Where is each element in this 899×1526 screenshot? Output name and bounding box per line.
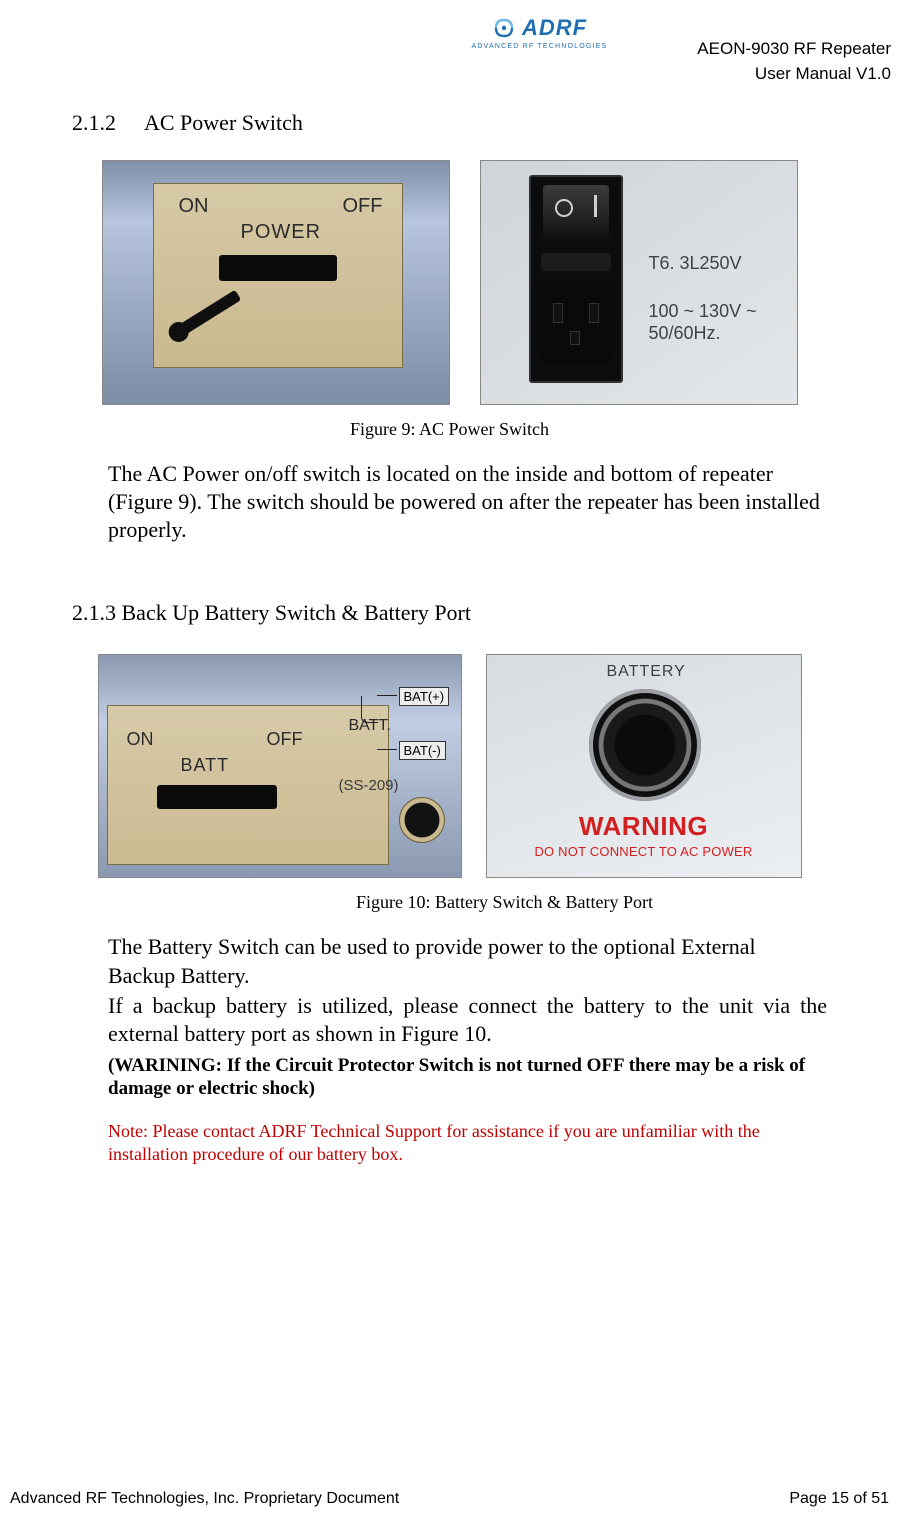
section-212-number: 2.1.2	[72, 110, 116, 136]
fig10-label-batt: BATT	[181, 755, 230, 776]
header-doc-title: AEON-9030 RF Repeater User Manual V1.0	[697, 37, 891, 86]
iec-inlet-icon	[539, 285, 613, 365]
fig10-jack-icon	[399, 797, 445, 843]
section-212-paragraph: The AC Power on/off switch is located on…	[72, 460, 827, 544]
footer-left: Advanced RF Technologies, Inc. Proprieta…	[10, 1490, 399, 1508]
logo-mark-icon	[492, 16, 516, 40]
section-213-heading: 2.1.3 Back Up Battery Switch & Battery P…	[72, 600, 827, 626]
fig9-label-power: POWER	[241, 221, 322, 244]
page-footer: Advanced RF Technologies, Inc. Proprieta…	[0, 1490, 899, 1508]
figure-10-right: BATTERY WARNING DO NOT CONNECT TO AC POW…	[486, 654, 802, 878]
fig10r-label-battery: BATTERY	[607, 663, 686, 681]
fuse-holder	[541, 253, 611, 271]
fig9-fuse-rating: T6. 3L250V	[649, 253, 742, 274]
fig9-freq: 50/60Hz.	[649, 323, 757, 345]
figure-9-caption: Figure 9: AC Power Switch	[72, 419, 827, 440]
section-213-note: Note: Please contact ADRF Technical Supp…	[72, 1120, 827, 1166]
doc-title-line2: User Manual V1.0	[697, 62, 891, 87]
section-213-warning-bold: (WARINING: If the Circuit Protector Swit…	[72, 1054, 827, 1100]
fig10-switch-slot	[157, 785, 277, 809]
section-213-p1: The Battery Switch can be used to provid…	[72, 933, 827, 989]
fig10-bat-plus: BAT(+)	[399, 687, 450, 706]
battery-port-icon	[589, 689, 701, 801]
fig10-label-ss: (SS-209)	[339, 777, 399, 794]
fig10-label-off: OFF	[267, 729, 303, 750]
footer-right: Page 15 of 51	[789, 1490, 889, 1508]
fig9-label-on: ON	[179, 195, 209, 218]
doc-title-line1: AEON-9030 RF Repeater	[697, 37, 891, 62]
section-212-title: AC Power Switch	[144, 110, 303, 135]
section-212-heading: 2.1.2 AC Power Switch	[72, 110, 827, 136]
fig9-voltage: 100 ~ 130V ~	[649, 301, 757, 323]
logo-text: ADRF	[522, 15, 587, 41]
fig10r-warning-block: WARNING DO NOT CONNECT TO AC POWER	[517, 811, 771, 859]
figure-9-row: ON OFF POWER T6. 3L250V 100 ~ 130V ~ 50/…	[72, 160, 827, 405]
figure-10-row: ON OFF BATT BATT. (SS-209) BAT(+) BAT(-)…	[72, 654, 827, 878]
figure-10-left: ON OFF BATT BATT. (SS-209) BAT(+) BAT(-)	[98, 654, 462, 878]
logo: ADRF ADVANCED RF TECHNOLOGIES	[472, 15, 608, 50]
figure-9-right: T6. 3L250V 100 ~ 130V ~ 50/60Hz.	[480, 160, 798, 405]
fig10r-warning-small: DO NOT CONNECT TO AC POWER	[517, 844, 771, 859]
section-213-p2: If a backup battery is utilized, please …	[72, 992, 827, 1048]
fig9-label-off: OFF	[343, 195, 383, 218]
fig10-bat-minus: BAT(-)	[399, 741, 446, 760]
fig9-voltage-block: 100 ~ 130V ~ 50/60Hz.	[649, 301, 757, 344]
fig10r-warning-big: WARNING	[517, 811, 771, 842]
figure-10-caption: Figure 10: Battery Switch & Battery Port	[72, 892, 827, 913]
figure-9-left: ON OFF POWER	[102, 160, 450, 405]
fig10-label-on: ON	[127, 729, 154, 750]
rocker-switch-icon	[543, 185, 609, 239]
fig9-switch-slot	[219, 255, 337, 281]
logo-subtitle: ADVANCED RF TECHNOLOGIES	[472, 43, 608, 50]
